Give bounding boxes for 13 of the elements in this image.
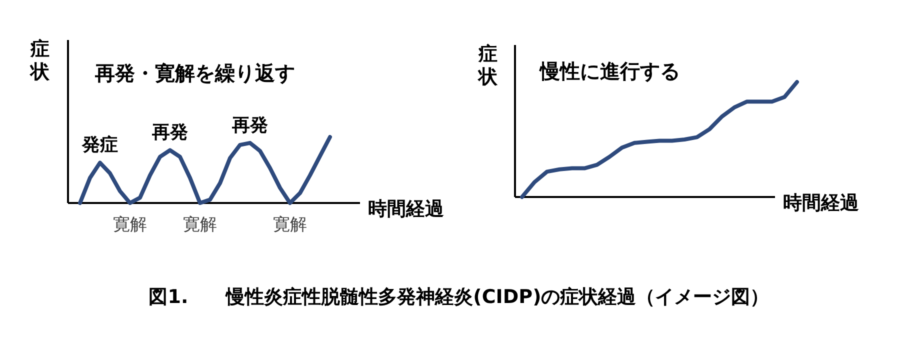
chart-title: 再発・寛解を繰り返す [94, 61, 295, 85]
annotation: 発症 [81, 134, 118, 156]
annotation: 寛解 [183, 215, 217, 235]
x-axis-title: 時間経過 [368, 198, 445, 220]
text: 図1. 慢性炎症性脱髄性多発神経炎(CIDP)の症状経過（イメージ図） [148, 286, 770, 308]
x-axis-title: 時間経過 [783, 192, 860, 214]
annotation: 寛解 [113, 215, 147, 235]
annotation: 再発 [231, 114, 268, 136]
annotation: 寛解 [273, 215, 307, 235]
chart-title: 慢性に進行する [539, 59, 680, 83]
y-axis-title: 症状 [476, 43, 498, 88]
annotation: 再発 [151, 122, 188, 144]
y-axis-title: 症状 [28, 38, 50, 83]
